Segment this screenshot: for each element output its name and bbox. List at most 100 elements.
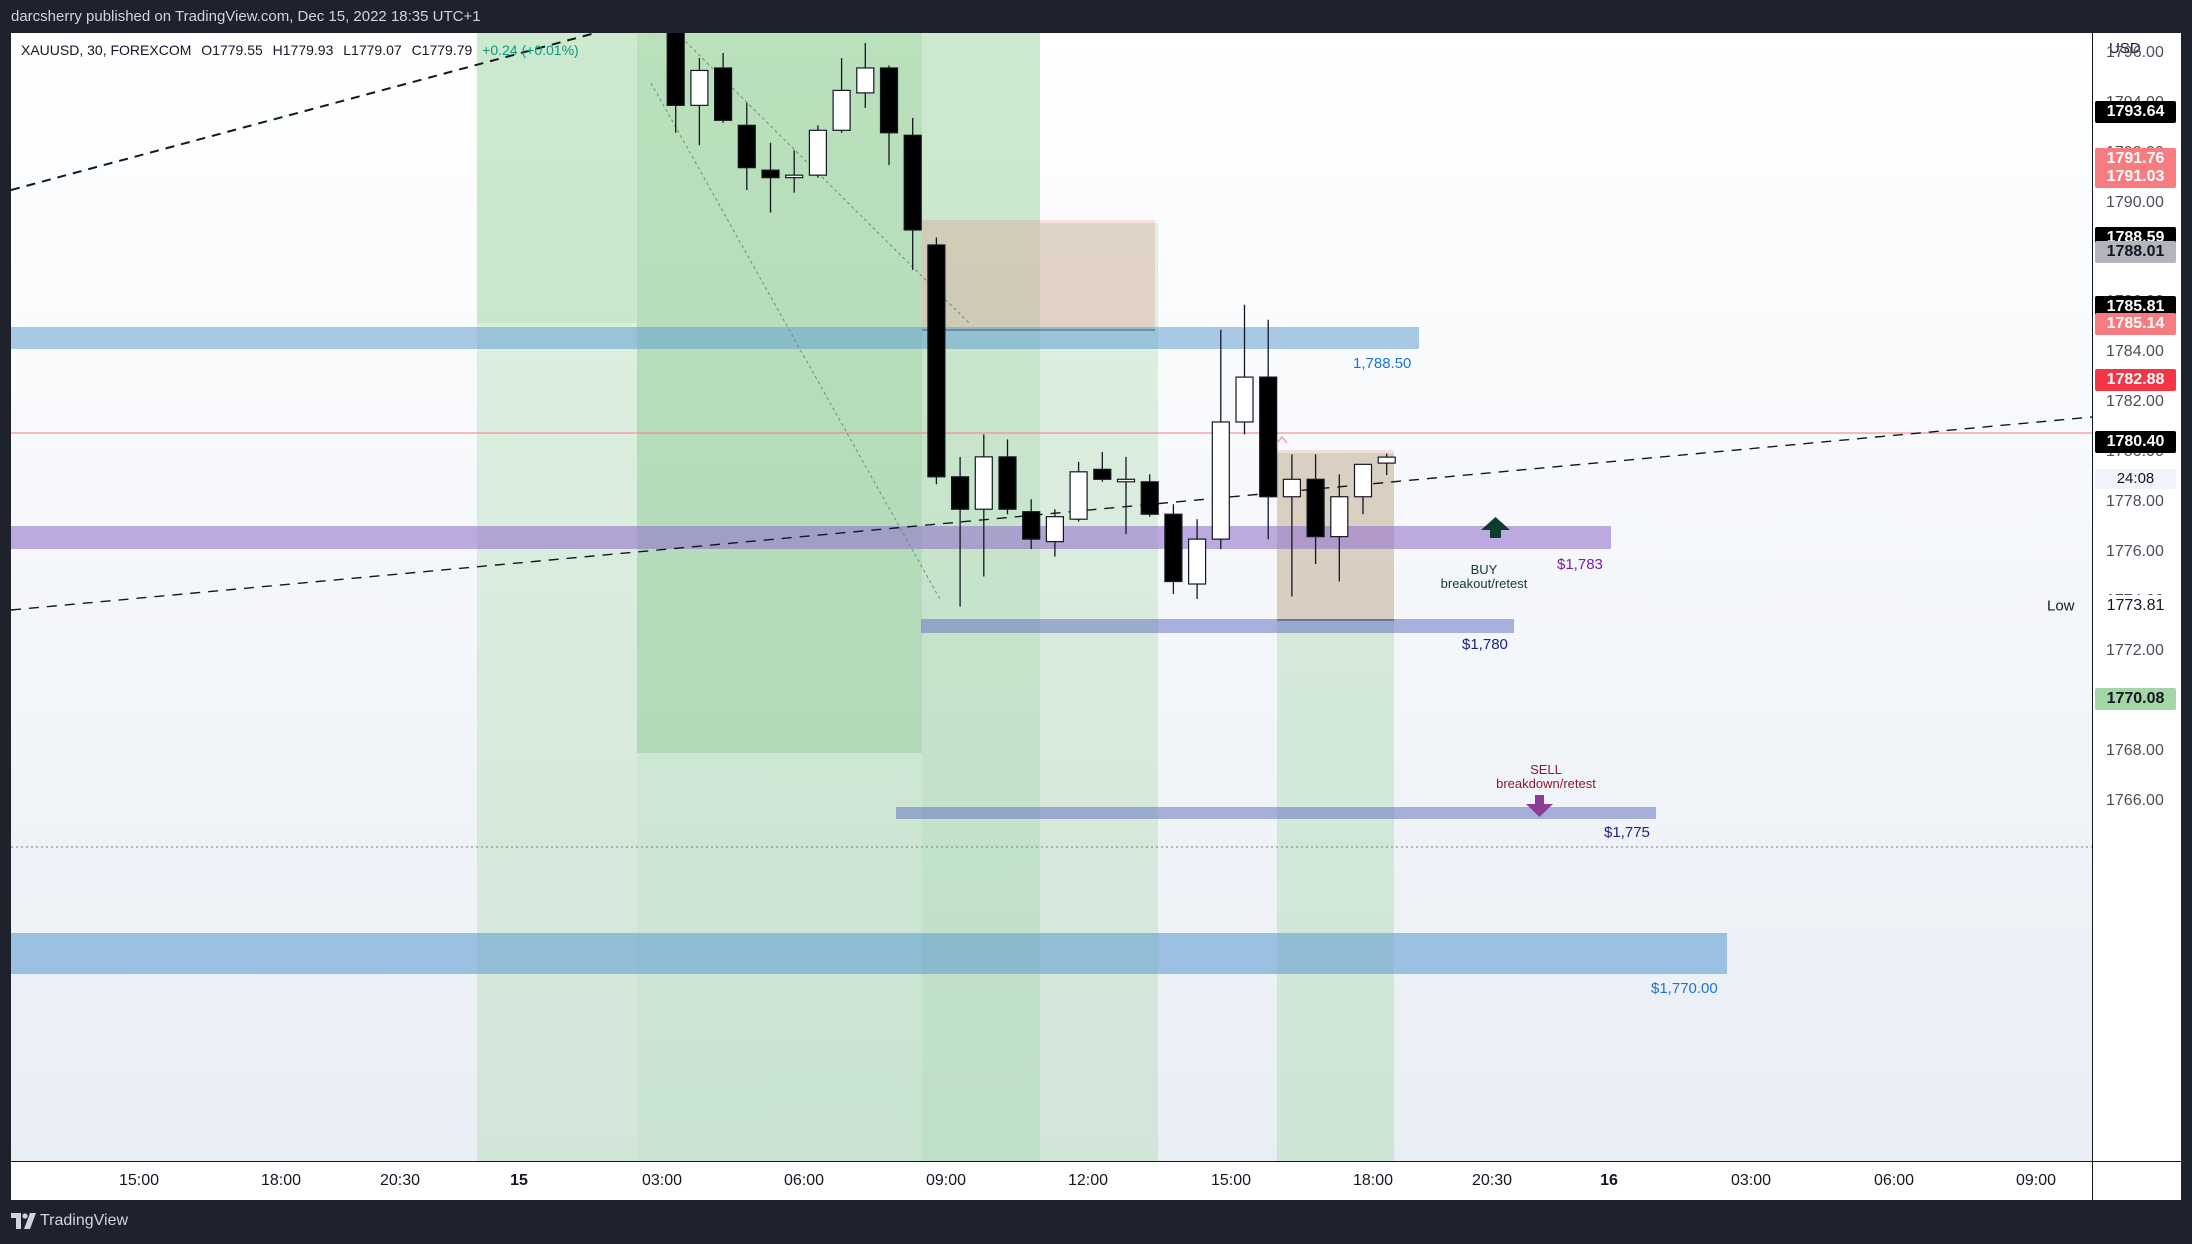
price-badge: 1782.88 [2095, 369, 2176, 392]
price-badge: 1780.40 [2095, 430, 2176, 453]
trendline-lower [11, 416, 2092, 611]
price-tick: 1778.00 [2106, 492, 2164, 510]
price-tick: 1768.00 [2106, 742, 2164, 760]
candle-body [761, 169, 780, 179]
candle-body [927, 244, 946, 478]
candle-body [1353, 463, 1373, 498]
candle-body [1187, 538, 1207, 585]
candle-body [666, 33, 685, 106]
band-1788 [11, 327, 1419, 349]
level-label-1788[interactable]: 1,788.50 [1353, 355, 1412, 372]
sell-arrow-icon [1526, 795, 1553, 817]
tradingview-brand[interactable]: TradingView [40, 1212, 129, 1229]
axis-corner[interactable] [2092, 1161, 2181, 1200]
time-axis[interactable]: 15:00 18:00 20:30 15 03:00 06:00 09:00 12:00 15:… [11, 1161, 2092, 1200]
candle-body [1069, 471, 1088, 520]
candle-body [1164, 513, 1183, 583]
session-zone-1 [477, 323, 637, 1161]
session-zone-5 [1040, 223, 1158, 1161]
band-1775 [896, 807, 1656, 819]
band-1783 [11, 526, 1611, 549]
tradingview-logo-icon[interactable] [11, 1213, 37, 1229]
candle-body [1116, 478, 1136, 483]
legend-close: C1779.79 [411, 42, 473, 58]
session-zone-0 [477, 33, 637, 323]
legend-high: H1779.93 [272, 42, 334, 58]
candle-body [808, 129, 828, 176]
session-zone-2 [637, 33, 922, 753]
band-1780 [921, 619, 1514, 633]
trendline-upper [11, 33, 600, 191]
time-tick: 15:00 [1210, 1172, 1252, 1189]
legend-low: L1779.07 [343, 42, 402, 58]
candle-body [1045, 516, 1065, 543]
candle-body [879, 67, 899, 134]
price-tick: 1784.00 [2106, 343, 2164, 361]
candle-body [1330, 496, 1349, 538]
price-tick: 1772.00 [2106, 642, 2164, 660]
candle-body [1235, 376, 1254, 423]
time-tick: 06:00 [783, 1172, 825, 1189]
publish-header: darcsherry published on TradingView.com,… [0, 0, 2192, 33]
symbol-legend[interactable]: XAUUSD, 30, FOREXCOM O1779.55 H1779.93 L… [21, 42, 585, 58]
buy-arrow-icon [1481, 517, 1510, 538]
time-tick: 18:00 [1352, 1172, 1394, 1189]
buy-subtitle: breakout/retest [1440, 576, 1528, 591]
candle-body [974, 456, 993, 510]
time-tick: 12:00 [1067, 1172, 1109, 1189]
candle-body [950, 476, 970, 510]
bar-countdown: 24:08 [2095, 469, 2176, 490]
time-tick: 09:00 [925, 1172, 967, 1189]
candle-body [998, 456, 1017, 510]
short-target-zone [922, 220, 1155, 330]
price-tick: 1776.00 [2106, 542, 2164, 560]
legend-open: O1779.55 [201, 42, 263, 58]
sell-title: SELL [1530, 762, 1562, 777]
candle-body [1211, 421, 1230, 540]
price-badge: 1770.08 [2095, 688, 2176, 711]
publish-text: darcsherry published on TradingView.com,… [11, 8, 481, 25]
buy-title: BUY [1470, 562, 1498, 577]
sell-subtitle: breakdown/retest [1496, 776, 1596, 791]
legend-change: +0.24 (+0.01%) [482, 42, 579, 58]
sell-annotation[interactable]: SELL breakdown/retest [1481, 763, 1611, 791]
connector-line-2 [650, 82, 942, 602]
level-label-1775[interactable]: $1,775 [1604, 824, 1650, 841]
candle-body [1093, 468, 1112, 480]
candle-body [690, 69, 709, 106]
candle-body [856, 67, 875, 94]
level-label-1770[interactable]: $1,770.00 [1651, 980, 1718, 997]
candle-body [1377, 456, 1396, 464]
candle-body [903, 134, 922, 231]
candle-body [1282, 478, 1302, 498]
candle-body [713, 67, 733, 121]
level-label-1783[interactable]: $1,783 [1557, 556, 1603, 573]
price-tick: 1796.00 [2106, 44, 2164, 61]
chart-frame[interactable]: XAUUSD, 30, FOREXCOM O1779.55 H1779.93 L… [11, 33, 2181, 1200]
time-tick: 16 [1600, 1172, 1618, 1189]
price-badge: 1785.14 [2095, 312, 2176, 335]
price-badge: 1793.64 [2095, 100, 2176, 123]
price-tick: 1782.00 [2106, 393, 2164, 411]
level-label-1780[interactable]: $1,780 [1462, 636, 1508, 653]
candle-body [737, 124, 756, 169]
time-tick: 03:00 [641, 1172, 683, 1189]
candle-body [785, 174, 804, 179]
low-price-label: Low [2047, 597, 2075, 615]
price-tick: 1766.00 [2106, 791, 2164, 809]
currency-label[interactable]: USD [2109, 40, 2141, 57]
time-tick: 18:00 [260, 1172, 302, 1189]
price-badge: 1785.81 [2095, 296, 2176, 319]
price-badge: 1791.76 [2095, 147, 2176, 170]
candle-body [1306, 478, 1325, 538]
candle-body [1140, 481, 1159, 515]
time-tick: 06:00 [1873, 1172, 1915, 1189]
session-zone-4 [922, 33, 1040, 1161]
buy-annotation[interactable]: BUY breakout/retest [1429, 563, 1539, 591]
legend-symbol[interactable]: XAUUSD, 30, FOREXCOM [21, 42, 192, 58]
chart-canvas[interactable] [11, 33, 2092, 1161]
time-tick: 20:30 [1471, 1172, 1513, 1189]
time-tick: 20:30 [379, 1172, 421, 1189]
time-tick: 15:00 [118, 1172, 160, 1189]
price-axis[interactable]: USD 1796.001794.001792.001790.001788.001… [2092, 33, 2181, 1161]
